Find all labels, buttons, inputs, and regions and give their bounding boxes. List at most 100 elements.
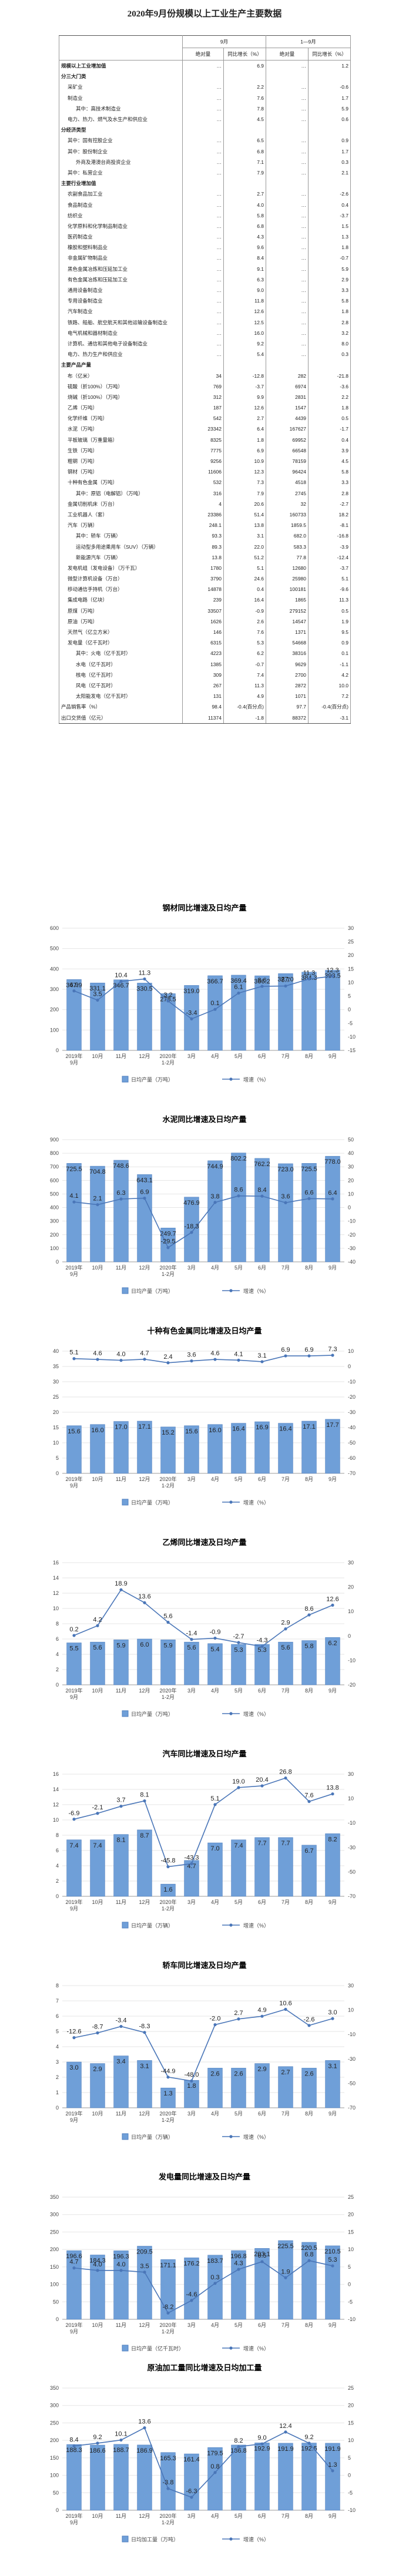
- table-cell-p1: 11.8: [223, 295, 267, 307]
- table-cell-p1: [223, 178, 267, 189]
- bar: [278, 2066, 293, 2108]
- table-cell-a2: …: [266, 253, 309, 264]
- x-tick-label-part: 2019年: [65, 1053, 82, 1059]
- bar: [301, 1640, 317, 1685]
- left-tick-label: 16: [53, 1771, 59, 1777]
- growth-value-label: 12.4: [279, 2423, 291, 2430]
- growth-value-label: 3.5: [140, 2263, 149, 2270]
- bar: [231, 975, 246, 1051]
- bar-value-label: 186.6: [89, 2447, 106, 2454]
- table-row: 生铁（万吨） 7775 6.9 66548 3.9: [59, 445, 351, 456]
- table-cell-a1: 267: [182, 680, 224, 691]
- bar-value-label: 5.6: [187, 1644, 196, 1651]
- table-cell-a2: …: [266, 349, 309, 360]
- left-tick-label: 300: [50, 1218, 59, 1224]
- table-cell-p1: 6.8: [223, 220, 267, 231]
- x-tick-label: 10月: [92, 2322, 103, 2328]
- right-tick-label: -40: [348, 1259, 356, 1265]
- x-tick-label: 11月: [116, 1476, 126, 1482]
- left-tick-label: 2: [56, 1878, 59, 1884]
- x-tick-label-part: 9月: [328, 2513, 337, 2519]
- growth-point: [307, 2024, 311, 2027]
- table-cell-p2: 11.3: [308, 595, 351, 606]
- growth-value-label: 3.1: [257, 1352, 266, 1359]
- table-cell-a2: …: [266, 220, 309, 231]
- growth-value-label: 8.4: [69, 2437, 78, 2444]
- x-tick-label-part: 9月: [70, 1483, 78, 1489]
- table-cell-a1: …: [182, 167, 224, 179]
- table-cell-a2: 1865: [266, 595, 309, 606]
- right-tick-label: 0: [348, 1633, 351, 1639]
- table-cell-p2: 10.0: [308, 680, 351, 691]
- chart-svg-crude-oil: 原油加工量同比增速及日均加工量050100150200250300350-10-…: [50, 2363, 356, 2543]
- table-cell-a2: 88372: [266, 712, 309, 724]
- right-tick-label: 15: [348, 2420, 354, 2426]
- x-tick-label-part: 9月: [70, 2329, 78, 2335]
- table-cell-a2: [266, 360, 309, 371]
- table-header-row-2: 绝对量 同比增长（%） 绝对量 同比增长（%）: [59, 48, 351, 61]
- growth-point: [166, 1361, 170, 1365]
- growth-value-label: 10.4: [115, 972, 127, 979]
- table-cell-p2: -9.6: [308, 584, 351, 595]
- growth-point: [119, 979, 123, 983]
- legend-bar-label: 日均产量（万吨）: [131, 1711, 173, 1717]
- x-tick-label: 7月: [281, 1899, 290, 1905]
- x-tick-label: 12月: [139, 2111, 150, 2117]
- bar: [207, 2068, 223, 2108]
- chart-nonferrous: 十种有色金属同比增速及日均产量 0 5 10 15 20 25 30 35 40 -70 -60 -50…: [34, 1316, 375, 1539]
- table-cell-p2: [308, 125, 351, 136]
- x-tick-label: 8月: [305, 2513, 313, 2519]
- table-cell-a2: 97.7: [266, 701, 309, 713]
- table-cell-a2: …: [266, 263, 309, 274]
- table-cell-p1: 9.2: [223, 338, 267, 350]
- right-tick-label: -40: [348, 1425, 356, 1430]
- bar: [231, 2068, 246, 2108]
- x-tick-label-part: 5月: [234, 2513, 243, 2519]
- growth-point: [307, 1197, 311, 1200]
- growth-point: [190, 2496, 193, 2499]
- legend-line-marker: [229, 1500, 233, 1504]
- table-cell-p1: 11.3: [223, 680, 267, 691]
- x-tick-label-part: 2019年: [65, 1687, 82, 1694]
- right-tick-label: 5: [348, 2264, 351, 2270]
- growth-point: [307, 1613, 311, 1617]
- growth-point: [190, 1359, 193, 1363]
- legend-line-label: 增速（%）: [243, 1711, 269, 1717]
- bar: [184, 2257, 199, 2320]
- right-tick-label: 30: [348, 1771, 354, 1777]
- x-tick-label-part: 6月: [258, 1899, 266, 1905]
- table-row: 烧碱（折100%）（万吨） 312 9.9 2831 2.2: [59, 391, 351, 402]
- table-cell-a1: 312: [182, 391, 224, 402]
- table-row: 其中：高技术制造业… 7.8… 5.9: [59, 103, 351, 114]
- table-cell-p2: 1.8: [308, 306, 351, 317]
- table-cell-p1: [223, 125, 267, 136]
- legend-bar-label: 日均产量（亿千瓦时）: [131, 2345, 184, 2352]
- x-tick-label-part: 3月: [187, 1688, 196, 1694]
- table-cell-a1: …: [182, 82, 224, 93]
- table-row: 汽车制造业… 12.6… 1.8: [59, 306, 351, 317]
- table-cell-name: 发电机组（发电设备）（万千瓦）: [59, 562, 183, 573]
- x-tick-label-part: 2020年: [159, 1899, 176, 1905]
- right-tick-label: 0: [348, 1363, 351, 1369]
- left-tick-label: 6: [56, 1636, 59, 1642]
- chart-title: 钢材同比增速及日均产量: [162, 904, 246, 912]
- table-cell-p1: 12.6: [223, 402, 267, 414]
- bar-value-label: 6.2: [328, 1640, 337, 1647]
- x-tick-label: 11月: [116, 2111, 126, 2117]
- growth-value-label: -12.6: [66, 2028, 81, 2036]
- x-tick-label: 9月: [328, 1265, 337, 1271]
- table-cell-a1: …: [182, 317, 224, 328]
- table-cell-name: 其中：股份制企业: [59, 146, 183, 157]
- x-tick-label: 4月: [211, 2111, 219, 2117]
- table-cell-a2: 2872: [266, 680, 309, 691]
- table-row: 风电（亿千瓦时） 267 11.3 2872 10.0: [59, 680, 351, 691]
- table-cell-a1: 14878: [182, 584, 224, 595]
- x-tick-label: 3月: [187, 1476, 196, 1482]
- left-tick-label: 300: [50, 986, 59, 992]
- table-cell-p1: 24.6: [223, 573, 267, 585]
- legend-line-marker: [229, 2346, 233, 2350]
- x-tick-label: 3月: [187, 2322, 196, 2328]
- legend-line-label: 增速（%）: [243, 2345, 269, 2352]
- table-cell-a1: [182, 71, 224, 82]
- x-tick-label: 10月: [92, 2111, 103, 2117]
